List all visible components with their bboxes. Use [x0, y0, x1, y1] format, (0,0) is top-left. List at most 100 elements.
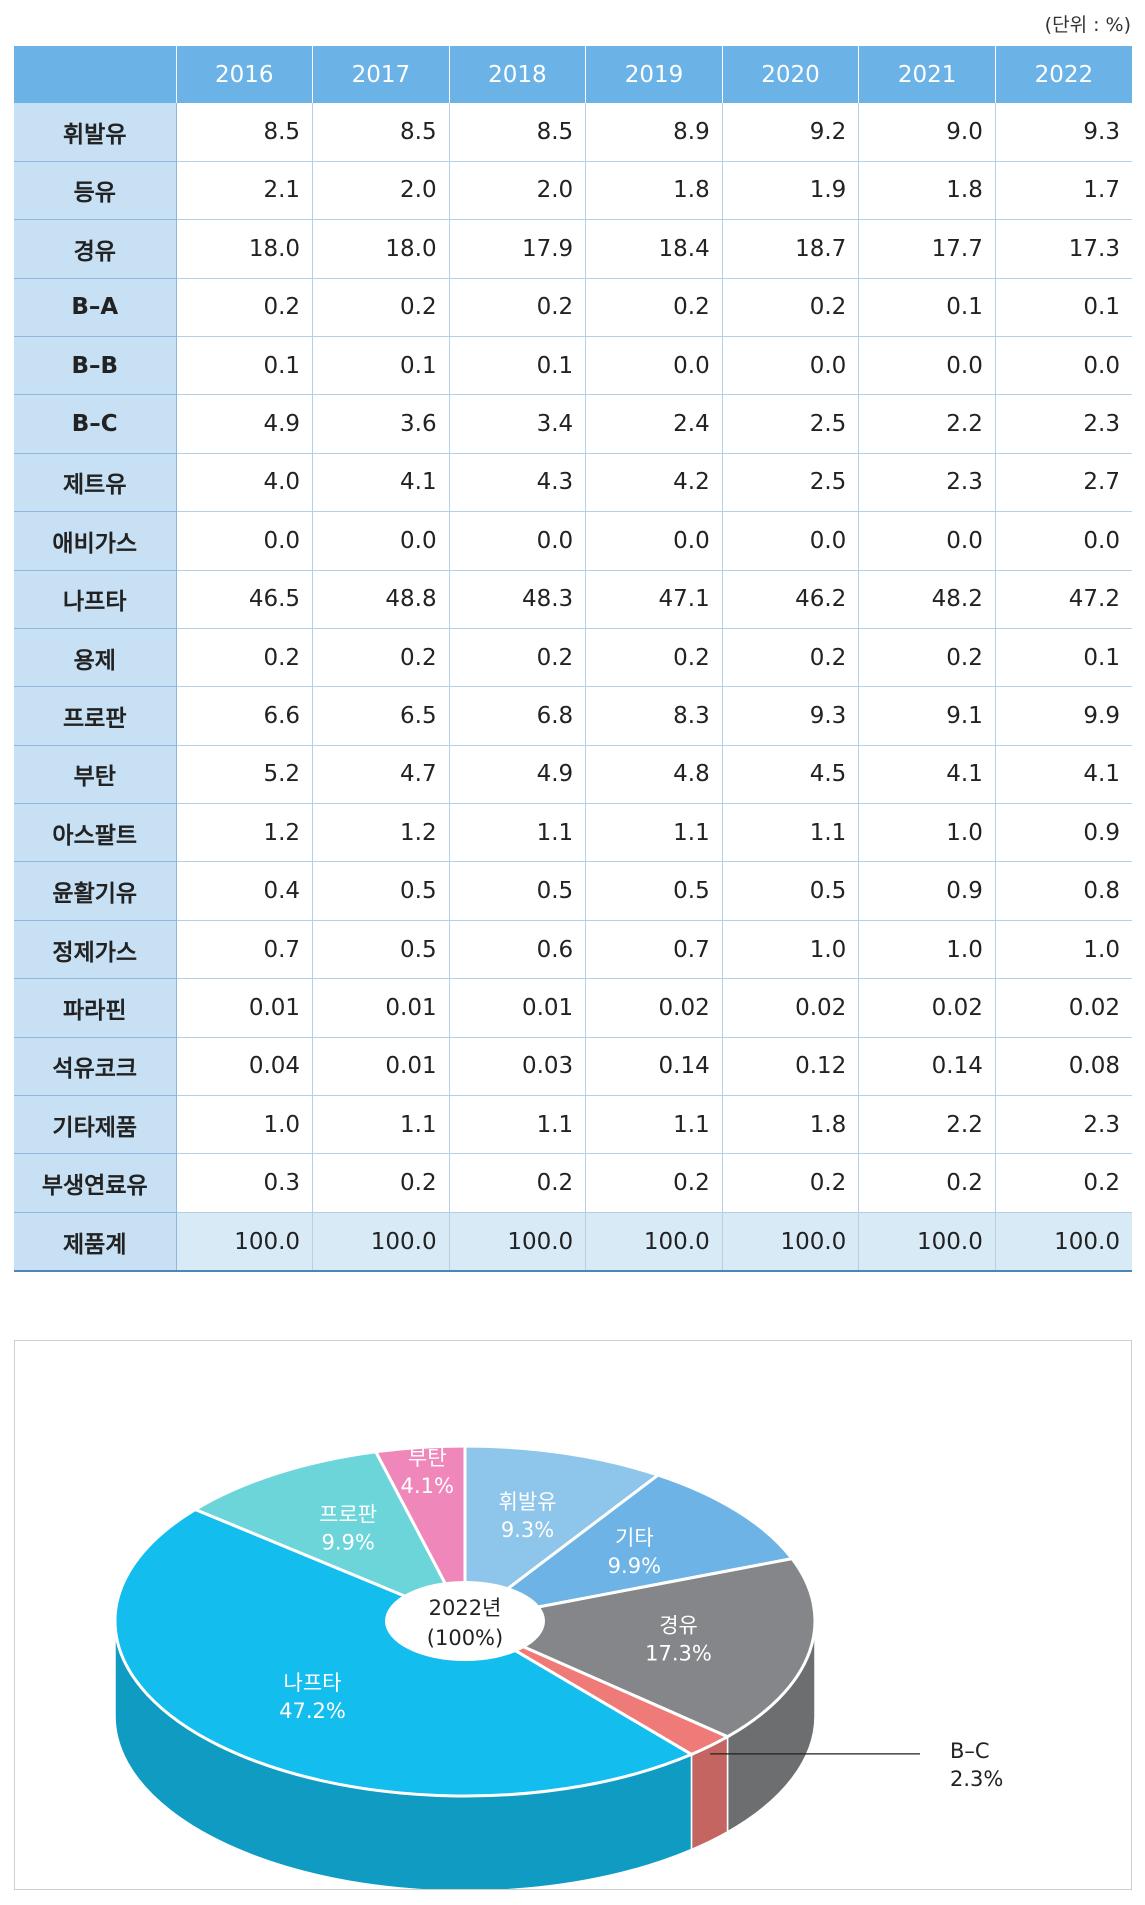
pie-chart: 2022년 (100%) 휘발유 9.3% 기타 9.9% 경유 17.3% B–C 2.3% 나프…: [113, 1444, 1003, 1892]
table-cell: 2.7: [995, 453, 1132, 513]
table-cell: 0.01: [312, 978, 450, 1038]
table-cell: 47.2: [995, 570, 1132, 629]
table-cell: 0.2: [858, 628, 996, 688]
table-cell: 1.2: [176, 803, 314, 863]
row-label: B–C: [14, 394, 177, 454]
table-cell: 0.1: [449, 336, 587, 396]
table-cell: 1.8: [722, 1095, 860, 1155]
slice-value-label: 17.3%: [645, 1641, 712, 1665]
table-cell: 0.1: [858, 278, 996, 337]
slice-name-label: 나프타: [284, 1671, 342, 1695]
table-cell: 8.3: [585, 686, 723, 746]
pie-slice: [464, 1473, 795, 1623]
table-cell: 2.3: [995, 394, 1132, 454]
table-row: B–C 4.9 3.6 3.4 2.4 2.5 2.2 2.3: [14, 394, 1132, 454]
table-cell: 1.1: [585, 1095, 723, 1155]
row-label: 부탄: [14, 745, 177, 805]
table-cell: 0.4: [176, 861, 314, 921]
slice-value-label: 4.1%: [401, 1474, 454, 1498]
table-cell: 0.04: [176, 1037, 314, 1097]
table-row: 나프타 46.5 48.8 48.3 47.1 46.2 48.2 47.2: [14, 570, 1132, 629]
slice-name-label: 부탄: [408, 1446, 447, 1470]
row-label: 부생연료유: [14, 1153, 177, 1213]
table-cell: 1.8: [858, 161, 996, 221]
table-cell: 0.5: [312, 920, 450, 980]
header-row: 2016 2017 2018 2019 2020 2021 2022: [14, 46, 1132, 104]
table-cell: 0.2: [995, 1153, 1132, 1213]
year-header: 2016: [176, 46, 314, 104]
pie-chart-panel: 2022년 (100%) 휘발유 9.3% 기타 9.9% 경유 17.3% B–C 2.3% 나프…: [14, 1340, 1132, 1892]
table-cell: 4.9: [176, 394, 314, 454]
table-cell: 0.08: [995, 1037, 1132, 1097]
table-cell: 1.0: [995, 920, 1132, 980]
pie-slice: [113, 1507, 695, 1798]
table-cell: 0.12: [722, 1037, 860, 1097]
table-cell: 4.8: [585, 745, 723, 805]
year-header: 2019: [585, 46, 723, 104]
table-cell: 100.0: [585, 1212, 723, 1273]
table-cell: 9.9: [995, 686, 1132, 746]
row-label: 정제가스: [14, 920, 177, 980]
table-cell: 0.2: [312, 628, 450, 688]
table-cell: 0.02: [722, 978, 860, 1038]
table-cell: 0.0: [858, 511, 996, 571]
slice-name-label: 휘발유: [499, 1490, 557, 1514]
table-cell: 0.2: [449, 1153, 587, 1213]
table-cell: 0.2: [722, 278, 860, 337]
table-cell: 1.1: [449, 803, 587, 863]
row-label: 경유: [14, 219, 177, 279]
year-header: 2017: [312, 46, 450, 104]
table-cell: 100.0: [449, 1212, 587, 1273]
table-row: 휘발유 8.5 8.5 8.5 8.9 9.2 9.0 9.3: [14, 103, 1132, 162]
table-cell: 4.2: [585, 453, 723, 513]
table-cell: 0.1: [312, 336, 450, 396]
table-cell: 0.0: [176, 511, 314, 571]
table-cell: 0.9: [858, 861, 996, 921]
table-row: 제트유 4.0 4.1 4.3 4.2 2.5 2.3 2.7: [14, 453, 1132, 513]
table-cell: 1.2: [312, 803, 450, 863]
row-label: 용제: [14, 628, 177, 688]
table-cell: 100.0: [995, 1212, 1132, 1273]
table-cell: 18.4: [585, 219, 723, 279]
table-cell: 1.1: [722, 803, 860, 863]
row-label: 나프타: [14, 570, 177, 629]
table-cell: 48.2: [858, 570, 996, 629]
table-cell: 0.0: [995, 336, 1132, 396]
table-cell: 0.0: [995, 511, 1132, 571]
table-cell: 0.2: [585, 278, 723, 337]
table-cell: 8.9: [585, 103, 723, 162]
table-cell: 1.7: [995, 161, 1132, 221]
pie-slice: [459, 1556, 817, 1739]
row-label: 석유코크: [14, 1037, 177, 1097]
table-body: 휘발유 8.5 8.5 8.5 8.9 9.2 9.0 9.3 등유 2.1 2.0 2.0 1.8 1.…: [14, 103, 1132, 1273]
row-label: 등유: [14, 161, 177, 221]
table-cell: 0.14: [858, 1037, 996, 1097]
table-cell: 4.0: [176, 453, 314, 513]
table-cell: 18.0: [176, 219, 314, 279]
table-cell: 0.3: [176, 1153, 314, 1213]
table-cell: 6.6: [176, 686, 314, 746]
table-row: 프로판 6.6 6.5 6.8 8.3 9.3 9.1 9.9: [14, 686, 1132, 746]
table-cell: 0.7: [176, 920, 314, 980]
table-cell: 0.6: [449, 920, 587, 980]
total-row: 제품계 100.0 100.0 100.0 100.0 100.0 100.0 100.0: [14, 1212, 1132, 1273]
table-row: 용제 0.2 0.2 0.2 0.2 0.2 0.2 0.1: [14, 628, 1132, 688]
table-cell: 9.3: [995, 103, 1132, 162]
pie-center-label: (100%): [427, 1626, 503, 1650]
row-label: 제품계: [14, 1212, 177, 1273]
table-cell: 2.2: [858, 394, 996, 454]
table-cell: 46.5: [176, 570, 314, 629]
table-cell: 0.01: [176, 978, 314, 1038]
slice-name-label: 프로판: [319, 1503, 377, 1527]
table-cell: 2.4: [585, 394, 723, 454]
table-cell: 1.8: [585, 161, 723, 221]
table-cell: 0.2: [585, 1153, 723, 1213]
slice-value-label: 9.9%: [321, 1531, 374, 1555]
table-cell: 1.1: [312, 1095, 450, 1155]
pie-slice: [373, 1444, 467, 1622]
row-label: 프로판: [14, 686, 177, 746]
table-cell: 48.3: [449, 570, 587, 629]
table-cell: 0.8: [995, 861, 1132, 921]
table-row: 정제가스 0.7 0.5 0.6 0.7 1.0 1.0 1.0: [14, 920, 1132, 980]
row-label: 휘발유: [14, 103, 177, 162]
